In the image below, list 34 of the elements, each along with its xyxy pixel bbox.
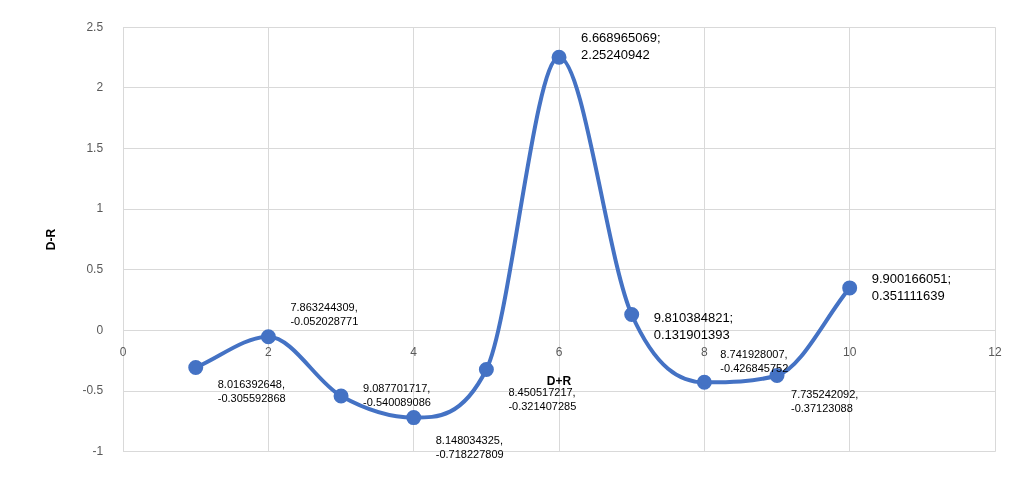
data-label: 8.148034325, -0.718227809	[435, 433, 504, 460]
x-tick-label: 10	[843, 345, 857, 359]
data-label: 6.668965069; 2.25240942	[581, 30, 661, 63]
y-tick-label: 1	[96, 201, 104, 216]
data-label: 9.810384821; 0.131901393	[653, 309, 734, 342]
data-label: 7.735242092, -0.37123088	[791, 387, 859, 414]
y-tick-label: -1	[92, 444, 104, 459]
data-label: 9.900166051; 0.351111639	[871, 270, 952, 303]
y-tick-label: 1.5	[86, 140, 104, 155]
data-label: 7.863244309, -0.052028771	[290, 300, 359, 327]
y-tick-label: 2	[96, 80, 104, 95]
y-tick-label: 0	[96, 322, 104, 337]
point	[551, 49, 567, 65]
point	[624, 306, 640, 322]
y-tick-label: 2.5	[86, 19, 104, 34]
data-label: 9.087701717, -0.540089086	[363, 382, 431, 409]
point	[406, 410, 422, 426]
point	[696, 374, 712, 390]
point	[478, 361, 494, 377]
data-label: 8.016392648, -0.305592868	[217, 377, 286, 404]
point	[333, 388, 349, 404]
x-tick-label: 6	[555, 345, 563, 359]
point	[188, 360, 204, 376]
point	[260, 329, 276, 345]
y-tick-label: -0.5	[82, 383, 104, 398]
point	[842, 280, 858, 296]
y-axis-title: D-R	[43, 228, 58, 251]
x-tick-label: 0	[119, 345, 127, 359]
x-tick-label: 4	[410, 345, 418, 359]
y-tick-label: 0.5	[86, 262, 104, 277]
x-tick-label: 12	[988, 345, 1002, 359]
data-label: 8.741928007, -0.426845752	[720, 348, 789, 375]
x-tick-label: 8	[701, 345, 709, 359]
x-tick-label: 2	[265, 345, 273, 359]
